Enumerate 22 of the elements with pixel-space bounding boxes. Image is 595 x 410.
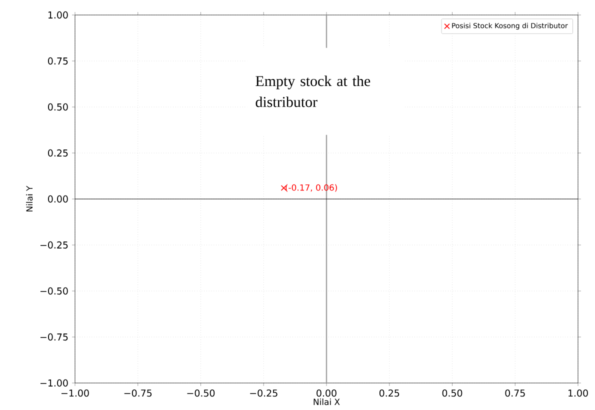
x-tick-label: 0.25: [379, 390, 400, 397]
x-tick-label: −0.75: [124, 390, 152, 397]
annotation: Empty stock at the distributor: [256, 76, 370, 108]
y-tick-label: 0.00: [48, 195, 68, 203]
x-tick-label: 0.50: [442, 390, 462, 397]
y-tick-label: −0.50: [40, 287, 68, 295]
y-tick-label: −0.25: [40, 241, 68, 249]
x-tick-label: −0.25: [250, 390, 278, 397]
y-axis-title: Nilai Y: [26, 186, 33, 212]
y-tick-label: 0.75: [48, 57, 68, 65]
y-tick-label: 0.25: [48, 149, 68, 157]
x-tick-label: 0.00: [316, 390, 336, 397]
annotation: (-0.17, 0.06): [286, 184, 337, 192]
x-tick-label: −1.00: [61, 390, 89, 397]
x-tick-label: 0.75: [505, 390, 525, 397]
x-tick-label: 1.00: [568, 390, 588, 397]
y-tick-label: 1.00: [48, 11, 68, 19]
y-tick-label: 0.50: [48, 103, 68, 111]
y-tick-label: −0.75: [40, 333, 68, 341]
x-axis-title: Nilai X: [314, 398, 340, 406]
x-tick-label: −0.50: [187, 390, 215, 397]
y-tick-label: −1.00: [40, 379, 68, 387]
